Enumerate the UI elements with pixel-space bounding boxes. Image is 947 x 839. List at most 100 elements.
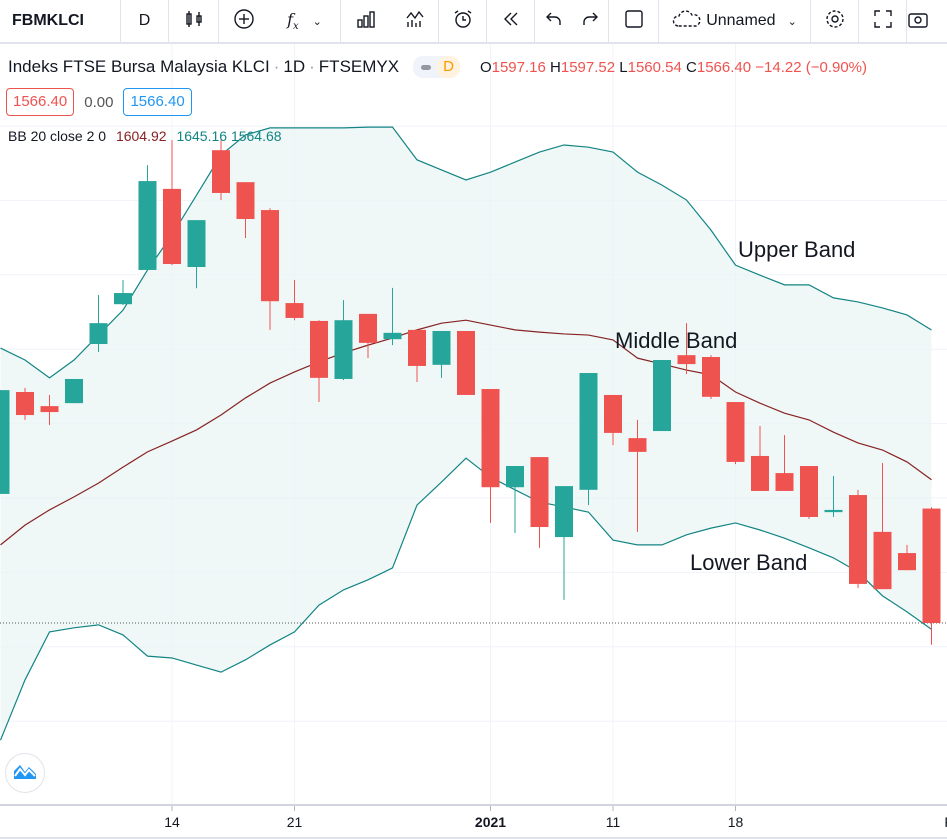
candle-body [383,332,402,340]
candle [824,476,843,517]
open-value: 1597.16 [491,58,546,76]
candle [604,394,622,446]
candle [751,425,769,491]
candle [334,300,353,381]
candle-body [261,210,279,302]
templates-button[interactable] [391,0,439,42]
candles [0,140,941,645]
symbol-title[interactable]: Indeks FTSE Bursa Malaysia KLCI [8,57,270,76]
candle-body [212,150,230,193]
open-label: O [479,58,492,76]
legend-exchange: FTSEMYX [318,57,400,76]
band-fill [0,127,932,741]
candle [628,419,647,532]
candle [285,280,304,321]
candle [579,373,598,506]
separator: · [273,57,280,76]
high-value: 1597.52 [560,58,616,76]
x-tick-label: F [944,814,947,830]
fullscreen-button[interactable] [859,0,907,42]
candle-body [824,509,843,513]
candle-body [922,508,941,623]
x-tick-label: 14 [164,814,180,830]
candle-body [702,357,720,397]
fx-icon: fx [287,9,299,33]
plus-circle-icon [233,8,255,35]
layout-menu-button[interactable]: Unnamed ⌄ [659,0,811,42]
lower-value: 1564.68 [230,128,282,144]
candle-body [849,495,867,584]
high-label: H [550,58,561,76]
indicators-button[interactable]: fx ⌄ [269,0,341,42]
candle-body [163,188,181,265]
sell-price-button[interactable]: 1566.40 [6,88,75,116]
candle-body [481,389,500,488]
candle-body [800,466,818,517]
square-icon [623,8,645,35]
candle-body [40,406,59,413]
cloud-icon [672,8,702,35]
expand-icon [872,8,894,35]
interval-button[interactable]: D [121,0,169,42]
symbol-search-button[interactable]: FBMKLCI [0,0,121,42]
close-label: C [686,58,697,76]
candle [261,208,279,330]
candle-body [775,473,794,491]
upper-value: 1645.16 [176,128,228,144]
candle-body [506,466,524,488]
bar-chart-icon [355,8,377,35]
lower-band-line [0,457,932,741]
x-tick-label: 18 [727,814,744,830]
candle-body [653,359,671,432]
alert-button[interactable] [439,0,487,42]
change-value: −14.22 (−0.90%) [755,58,868,76]
candle [898,544,916,571]
top-toolbar: FBMKLCI D fx ⌄ Unnamed ⌄ [0,0,947,44]
candle [530,457,549,548]
candle-body [236,182,255,220]
market-status-badge[interactable]: D [413,56,460,78]
chart-type-button[interactable] [169,0,219,42]
candle [677,323,696,375]
logo-icon [12,761,38,786]
low-value: 1560.54 [627,58,682,76]
settings-button[interactable] [811,0,859,42]
compare-button[interactable] [219,0,269,42]
x-tick-label: 21 [286,814,303,830]
lower-band-annotation[interactable]: Lower Band [690,550,808,575]
redo-button[interactable] [572,0,609,42]
candle [555,486,573,600]
alarm-clock-icon [452,8,474,35]
candle [873,463,892,590]
fullscreen-layout-button[interactable] [609,0,659,42]
candle-body [873,531,892,590]
candle [89,294,108,353]
buy-price-button[interactable]: 1566.40 [123,88,192,116]
middle-band-annotation[interactable]: Middle Band [615,328,738,353]
candle [0,390,10,494]
candle [310,320,328,403]
low-label: L [619,58,628,76]
candle [432,330,451,378]
candle [163,140,181,266]
ohlc-values: O1597.16 H1597.52 L1560.54 C1566.40 −14.… [480,59,867,76]
candle-body [726,402,745,462]
candle [138,165,157,270]
candle-body [751,455,769,491]
upper-band-annotation[interactable]: Upper Band [738,237,856,262]
tradingview-logo[interactable] [5,753,45,793]
undo-button[interactable] [535,0,572,42]
snapshot-button[interactable] [907,0,947,42]
candle-body [310,320,328,378]
candle-body [89,323,108,344]
legend-interval: 1D [283,57,306,76]
candle-body [677,355,696,365]
indicator-legend[interactable]: BB 20 close 2 0 1604.92 1645.16 1564.68 [8,128,282,144]
candle [65,378,83,404]
replay-button[interactable] [487,0,535,42]
candle-body [579,373,598,490]
x-tick-label: 2021 [474,814,507,830]
financials-button[interactable] [341,0,391,42]
candle-body [65,378,83,404]
